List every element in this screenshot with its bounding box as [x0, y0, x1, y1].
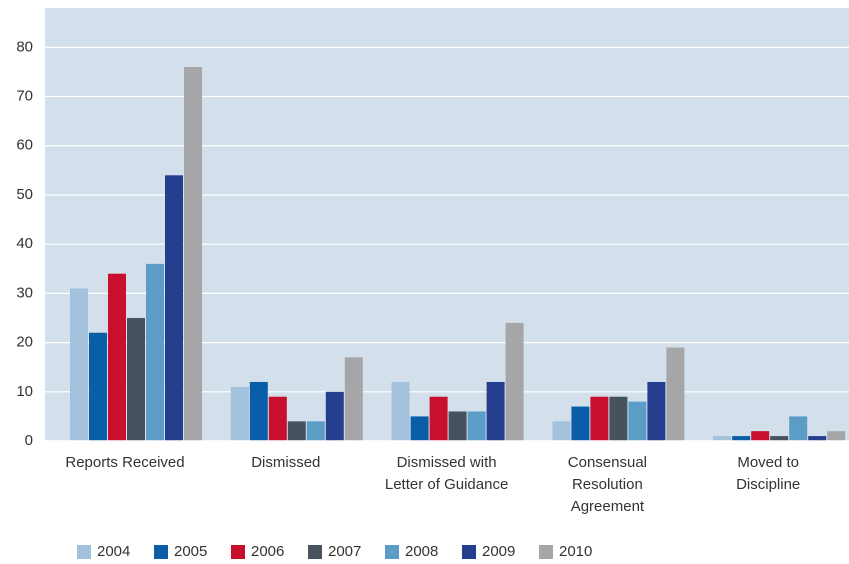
bar	[287, 421, 306, 441]
x-tick-label: Dismissed	[251, 454, 321, 471]
bar	[230, 386, 249, 441]
bar	[808, 436, 827, 441]
bar	[184, 67, 202, 441]
legend-swatch	[154, 545, 168, 559]
y-tick-label: 10	[16, 383, 33, 400]
bar	[713, 436, 732, 441]
y-tick-label: 50	[16, 186, 33, 203]
bar	[127, 317, 145, 441]
y-tick-label: 40	[16, 235, 33, 252]
bar	[609, 396, 628, 441]
legend-label: 2009	[482, 543, 515, 560]
bar	[344, 357, 363, 441]
bar	[89, 332, 107, 441]
legend-swatch	[539, 545, 553, 559]
legend-swatch	[77, 545, 91, 559]
bar	[732, 436, 751, 441]
y-tick-label: 60	[16, 137, 33, 154]
x-tick-label: Moved to Discipline	[736, 454, 801, 493]
legend-swatch	[462, 545, 476, 559]
legend-label: 2006	[251, 543, 284, 560]
bar	[410, 416, 429, 441]
bar	[647, 381, 666, 441]
bar	[552, 421, 571, 441]
bar	[429, 396, 448, 441]
y-tick-label: 20	[16, 334, 33, 351]
legend-label: 2007	[328, 543, 361, 560]
legend-label: 2005	[174, 543, 207, 560]
y-tick-label: 0	[25, 432, 33, 449]
bar	[505, 322, 524, 441]
bar	[108, 273, 126, 441]
bar	[306, 421, 325, 441]
y-tick-label: 80	[16, 38, 33, 55]
bar	[571, 406, 590, 441]
legend-swatch	[385, 545, 399, 559]
x-tick-label: Dismissed with Letter of Guidance	[384, 454, 509, 493]
bar	[486, 381, 505, 441]
bar	[391, 381, 410, 441]
x-tick-label: Consensual Resolution Agreement	[567, 454, 647, 515]
legend-swatch	[308, 545, 322, 559]
bar	[268, 396, 287, 441]
bar	[70, 288, 88, 441]
bar	[666, 347, 685, 441]
legend-label: 2004	[97, 543, 130, 560]
bar	[165, 175, 183, 441]
bar	[789, 416, 808, 441]
x-tick-label: Reports Received	[65, 454, 185, 471]
bar	[146, 263, 164, 441]
bar	[325, 391, 344, 441]
legend-label: 2008	[405, 543, 438, 560]
legend-label: 2010	[559, 543, 592, 560]
y-tick-label: 70	[16, 88, 33, 105]
bar	[770, 436, 789, 441]
legend-swatch	[231, 545, 245, 559]
bar	[448, 411, 467, 441]
bar	[751, 431, 770, 441]
bar	[467, 411, 486, 441]
y-tick-label: 30	[16, 284, 33, 301]
bar	[628, 401, 647, 441]
bar	[590, 396, 609, 441]
bar	[249, 381, 268, 441]
bar	[827, 431, 846, 441]
